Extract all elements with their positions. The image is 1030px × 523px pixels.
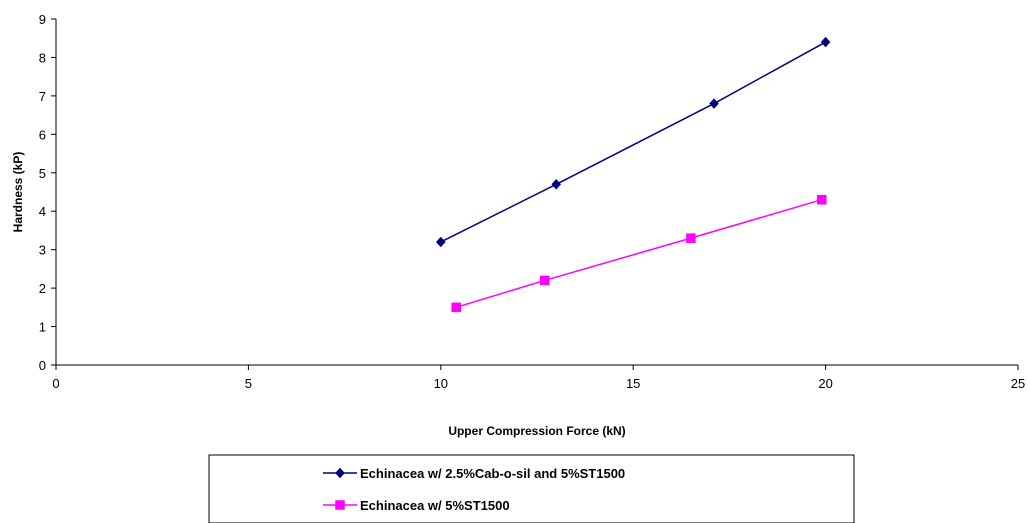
legend-swatch-marker <box>335 467 345 479</box>
y-tick-label: 3 <box>39 243 46 258</box>
series-1 <box>435 36 831 248</box>
legend-swatch-marker <box>335 500 345 510</box>
y-tick-label: 8 <box>39 50 46 65</box>
series-1-point <box>820 36 831 48</box>
y-tick-label: 1 <box>39 320 46 335</box>
y-tick-label: 5 <box>39 166 46 181</box>
y-tick-label: 0 <box>39 358 46 373</box>
x-axis-title: Upper Compression Force (kN) <box>448 424 625 438</box>
legend-box <box>208 454 855 523</box>
legend-label: Echinacea w/ 5%ST1500 <box>360 498 510 513</box>
x-tick-label: 15 <box>626 376 640 391</box>
series-2 <box>451 194 827 313</box>
series-2-point <box>817 194 827 205</box>
series-1-point <box>709 98 719 109</box>
series-2-point <box>686 233 696 243</box>
series-group <box>435 36 831 313</box>
series-2-line <box>455 198 822 309</box>
y-ticks: 0 1 2 3 4 5 6 7 8 9 <box>39 12 56 373</box>
series-2-point <box>451 302 461 313</box>
axes <box>55 19 1018 366</box>
legend-label: Echinacea w/ 2.5%Cab-o-sil and 5%ST1500 <box>360 466 625 481</box>
x-tick-label: 5 <box>245 376 252 391</box>
x-ticks: 0 5 10 15 20 25 <box>52 365 1025 391</box>
x-tick-label: 10 <box>434 376 448 391</box>
y-tick-label: 9 <box>39 12 46 27</box>
x-tick-label: 20 <box>818 376 832 391</box>
legend: Echinacea w/ 2.5%Cab-o-sil and 5%ST1500 E… <box>208 454 855 523</box>
y-tick-label: 4 <box>39 204 46 219</box>
series-2-point <box>539 275 550 286</box>
series-1-point <box>551 178 562 190</box>
y-tick-label: 6 <box>39 127 46 142</box>
y-axis-title: Hardness (kP) <box>11 152 25 233</box>
x-tick-label: 0 <box>52 376 59 391</box>
series-1-line <box>440 41 826 243</box>
y-tick-label: 7 <box>39 89 46 104</box>
x-tick-label: 25 <box>1011 376 1025 391</box>
legend-items: Echinacea w/ 2.5%Cab-o-sil and 5%ST1500 E… <box>323 466 625 513</box>
y-tick-label: 2 <box>39 281 46 296</box>
series-1-point <box>435 236 446 248</box>
